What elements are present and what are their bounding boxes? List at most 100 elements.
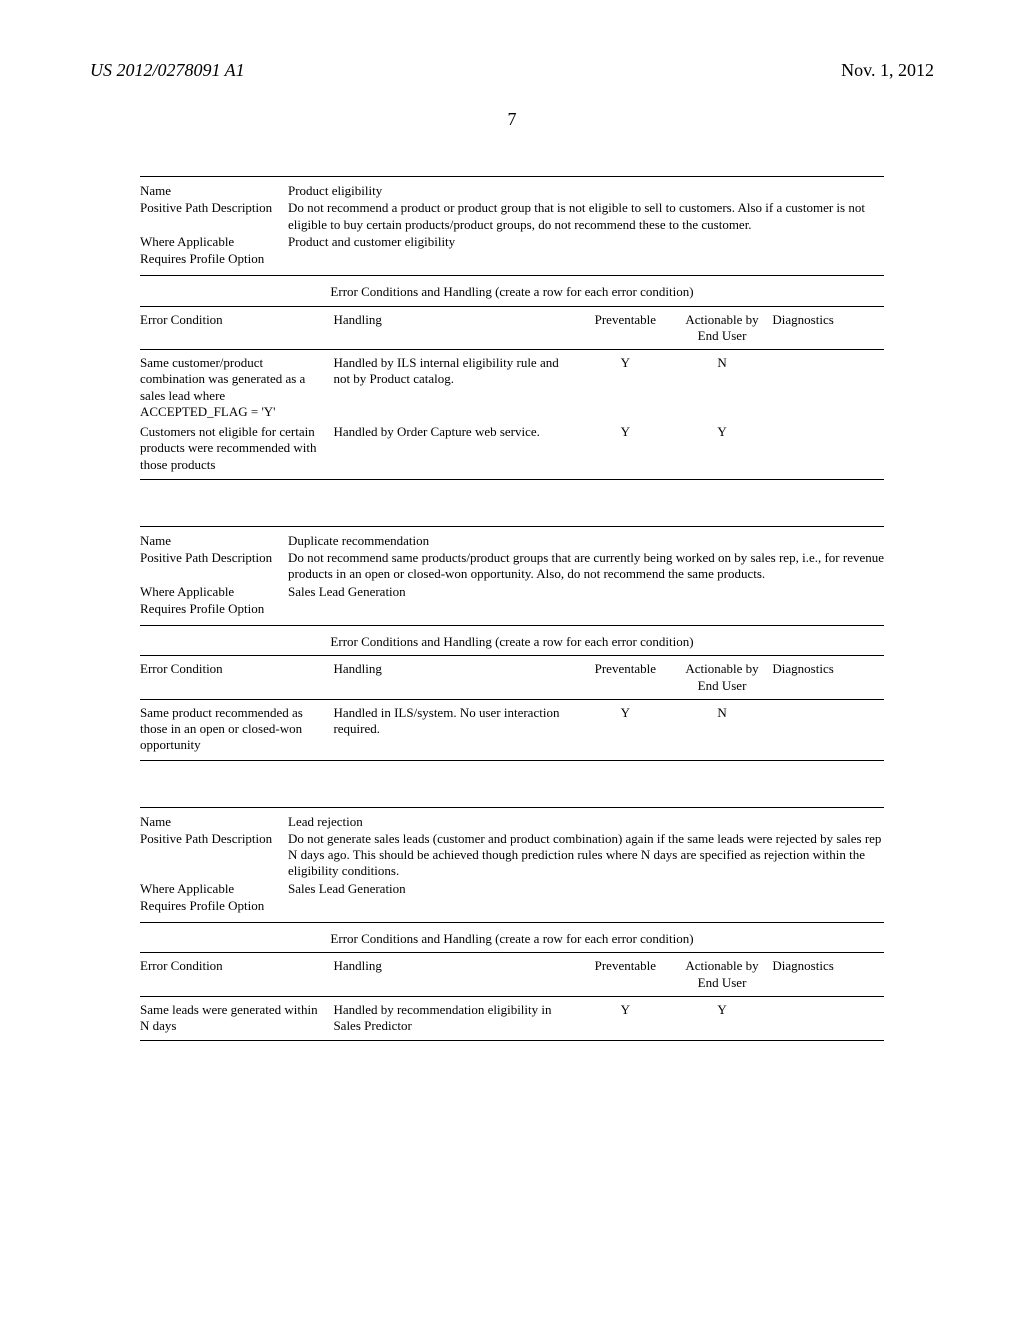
error-table-body: Same product recommended as those in an …	[140, 703, 884, 756]
rule-top	[140, 526, 884, 527]
page-number: 7	[90, 109, 934, 130]
rule-thin	[140, 306, 884, 307]
rule-mid	[140, 625, 884, 626]
cell-prev: Y	[579, 353, 676, 422]
name-value: Lead rejection	[288, 814, 884, 830]
path-value: Do not recommend a product or product gr…	[288, 200, 884, 233]
page-header: US 2012/0278091 A1 Nov. 1, 2012	[90, 60, 934, 81]
col-error-condition: Error Condition	[140, 659, 333, 696]
publication-date: Nov. 1, 2012	[841, 60, 934, 81]
where-value: Product and customer eligibility	[288, 234, 884, 250]
col-preventable: Preventable	[579, 659, 676, 696]
table-row: Same leads were generated within N days …	[140, 1000, 884, 1037]
section-lead-rejection: Name Lead rejection Positive Path Descri…	[140, 807, 884, 1042]
where-label: Where Applicable	[140, 881, 280, 897]
error-caption: Error Conditions and Handling (create a …	[140, 630, 884, 652]
path-label: Positive Path Description	[140, 200, 280, 233]
cell-prev: Y	[579, 1000, 676, 1037]
name-label: Name	[140, 814, 280, 830]
error-table-body: Same leads were generated within N days …	[140, 1000, 884, 1037]
rule-mid	[140, 922, 884, 923]
table-header-row: Error Condition Handling Preventable Act…	[140, 310, 884, 347]
where-label: Where Applicable	[140, 584, 280, 600]
table-header-row: Error Condition Handling Preventable Act…	[140, 659, 884, 696]
col-diagnostics: Diagnostics	[772, 310, 884, 347]
req-value	[288, 601, 884, 617]
table-row: Same customer/product combination was ge…	[140, 353, 884, 422]
table-header-row: Error Condition Handling Preventable Act…	[140, 956, 884, 993]
cell-cond: Customers not eligible for certain produ…	[140, 422, 333, 475]
rule-thin	[140, 655, 884, 656]
cell-hand: Handled by Order Capture web service.	[333, 422, 579, 475]
col-actionable: Actionable by End User	[676, 659, 773, 696]
req-label: Requires Profile Option	[140, 898, 280, 914]
cell-hand: Handled by ILS internal eligibility rule…	[333, 353, 579, 422]
req-value	[288, 898, 884, 914]
where-value: Sales Lead Generation	[288, 881, 884, 897]
rule-mid	[140, 275, 884, 276]
rule-thin	[140, 349, 884, 350]
rule-bottom	[140, 1040, 884, 1041]
error-caption: Error Conditions and Handling (create a …	[140, 927, 884, 949]
rule-top	[140, 176, 884, 177]
publication-number: US 2012/0278091 A1	[90, 60, 245, 81]
cell-hand: Handled in ILS/system. No user interacti…	[333, 703, 579, 756]
error-caption: Error Conditions and Handling (create a …	[140, 280, 884, 302]
rule-top	[140, 807, 884, 808]
cell-prev: Y	[579, 703, 676, 756]
cell-cond: Same customer/product combination was ge…	[140, 353, 333, 422]
section-product-eligibility: Name Product eligibility Positive Path D…	[140, 176, 884, 480]
rule-bottom	[140, 479, 884, 480]
rule-thin	[140, 699, 884, 700]
col-error-condition: Error Condition	[140, 310, 333, 347]
where-label: Where Applicable	[140, 234, 280, 250]
cell-cond: Same leads were generated within N days	[140, 1000, 333, 1037]
cell-diag	[772, 353, 884, 422]
name-value: Product eligibility	[288, 183, 884, 199]
name-value: Duplicate recommendation	[288, 533, 884, 549]
cell-diag	[772, 703, 884, 756]
section-duplicate-recommendation: Name Duplicate recommendation Positive P…	[140, 526, 884, 761]
cell-cond: Same product recommended as those in an …	[140, 703, 333, 756]
cell-act: Y	[676, 1000, 773, 1037]
rule-thin	[140, 996, 884, 997]
col-handling: Handling	[333, 310, 579, 347]
cell-act: Y	[676, 422, 773, 475]
cell-hand: Handled by recommendation eligibility in…	[333, 1000, 579, 1037]
col-actionable: Actionable by End User	[676, 310, 773, 347]
col-handling: Handling	[333, 956, 579, 993]
col-diagnostics: Diagnostics	[772, 659, 884, 696]
page-content: Name Product eligibility Positive Path D…	[140, 176, 884, 1041]
patent-page: US 2012/0278091 A1 Nov. 1, 2012 7 Name P…	[0, 0, 1024, 1320]
path-label: Positive Path Description	[140, 550, 280, 583]
rule-thin	[140, 952, 884, 953]
error-table: Error Condition Handling Preventable Act…	[140, 310, 884, 347]
error-table-body: Same customer/product combination was ge…	[140, 353, 884, 475]
cell-diag	[772, 422, 884, 475]
path-label: Positive Path Description	[140, 831, 280, 880]
col-diagnostics: Diagnostics	[772, 956, 884, 993]
cell-prev: Y	[579, 422, 676, 475]
cell-diag	[772, 1000, 884, 1037]
table-row: Customers not eligible for certain produ…	[140, 422, 884, 475]
col-error-condition: Error Condition	[140, 956, 333, 993]
col-preventable: Preventable	[579, 956, 676, 993]
error-table: Error Condition Handling Preventable Act…	[140, 956, 884, 993]
meta-table: Name Product eligibility Positive Path D…	[140, 181, 884, 271]
col-preventable: Preventable	[579, 310, 676, 347]
req-value	[288, 251, 884, 267]
col-actionable: Actionable by End User	[676, 956, 773, 993]
name-label: Name	[140, 183, 280, 199]
meta-table: Name Duplicate recommendation Positive P…	[140, 531, 884, 621]
meta-table: Name Lead rejection Positive Path Descri…	[140, 812, 884, 919]
name-label: Name	[140, 533, 280, 549]
error-table: Error Condition Handling Preventable Act…	[140, 659, 884, 696]
col-handling: Handling	[333, 659, 579, 696]
rule-bottom	[140, 760, 884, 761]
req-label: Requires Profile Option	[140, 251, 280, 267]
path-value: Do not generate sales leads (customer an…	[288, 831, 884, 880]
req-label: Requires Profile Option	[140, 601, 280, 617]
table-row: Same product recommended as those in an …	[140, 703, 884, 756]
cell-act: N	[676, 353, 773, 422]
cell-act: N	[676, 703, 773, 756]
